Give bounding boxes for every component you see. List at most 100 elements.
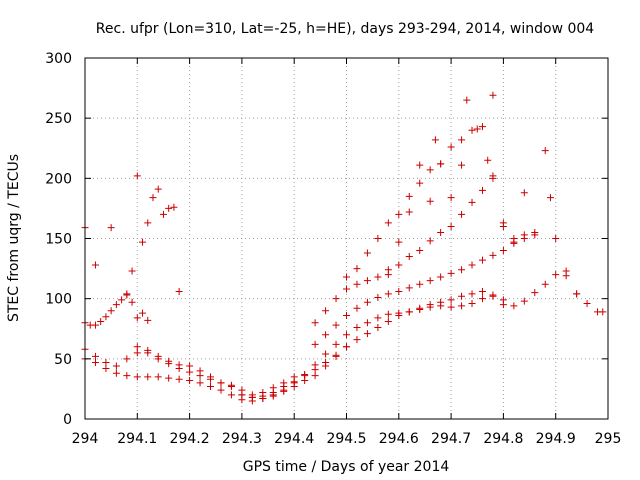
data-point — [112, 301, 120, 309]
data-point — [91, 261, 99, 269]
data-point — [374, 235, 382, 242]
data-point — [458, 302, 466, 310]
data-point — [510, 302, 518, 310]
data-point — [133, 343, 141, 351]
data-point — [363, 298, 371, 306]
data-point — [175, 375, 183, 383]
x-tick-label: 294.5 — [326, 431, 366, 447]
data-point — [426, 277, 434, 285]
data-point — [91, 358, 99, 366]
data-point — [458, 266, 466, 274]
data-point — [531, 289, 539, 297]
x-tick-label: 294.8 — [483, 431, 523, 447]
x-tick-label: 294.3 — [222, 431, 262, 447]
data-point — [311, 319, 319, 327]
data-point — [97, 318, 105, 326]
data-point — [332, 321, 340, 329]
data-point — [322, 350, 330, 358]
data-point — [541, 147, 549, 155]
data-point — [165, 374, 173, 382]
data-point — [353, 280, 361, 288]
data-point — [384, 318, 392, 326]
data-point — [227, 383, 235, 391]
data-point — [353, 336, 361, 344]
axis-ticks — [84, 57, 609, 420]
data-point — [458, 210, 466, 218]
data-point — [546, 194, 554, 202]
data-point — [280, 386, 288, 394]
data-point — [128, 267, 136, 275]
data-point — [123, 372, 131, 380]
data-point — [311, 340, 319, 348]
data-point — [102, 364, 110, 372]
x-tick-label: 294.2 — [170, 431, 210, 447]
data-point — [207, 383, 215, 391]
data-point — [395, 261, 403, 269]
data-point — [395, 287, 403, 295]
data-point — [363, 249, 371, 257]
x-tick-label: 294.9 — [536, 431, 576, 447]
data-point — [426, 197, 434, 205]
data-point — [499, 247, 507, 255]
data-point — [248, 393, 256, 401]
data-point — [363, 319, 371, 327]
data-point — [416, 247, 424, 255]
data-point — [217, 379, 225, 387]
data-point — [363, 330, 371, 338]
series-group — [81, 172, 183, 298]
data-point — [133, 314, 141, 322]
data-point — [144, 219, 152, 227]
data-point — [133, 349, 141, 357]
data-point — [520, 297, 528, 305]
data-point — [468, 261, 476, 269]
x-axis-label: GPS time / Days of year 2014 — [243, 459, 450, 475]
data-point — [301, 370, 309, 378]
y-tick-label: 50 — [54, 352, 72, 368]
data-point — [426, 237, 434, 245]
x-tick-label: 294 — [72, 431, 99, 447]
data-point — [520, 189, 528, 197]
series-group — [311, 231, 539, 348]
data-point — [384, 219, 392, 227]
data-point — [107, 224, 115, 232]
data-point — [159, 210, 167, 218]
data-point — [478, 256, 486, 264]
data-point — [165, 204, 173, 212]
data-point — [238, 391, 246, 399]
data-point — [139, 309, 147, 317]
data-point — [154, 355, 162, 363]
data-point — [343, 273, 350, 281]
x-tick-label: 294.6 — [379, 431, 419, 447]
data-point — [290, 379, 298, 387]
data-point — [154, 373, 162, 381]
data-point — [363, 277, 371, 285]
data-point — [510, 238, 518, 246]
data-point — [405, 284, 413, 292]
data-point — [416, 179, 424, 187]
data-point — [499, 219, 507, 227]
data-point — [478, 295, 486, 303]
data-point — [531, 228, 539, 236]
data-point — [196, 372, 204, 380]
x-tick-label: 294.1 — [117, 431, 157, 447]
data-point — [207, 375, 215, 383]
data-point — [447, 143, 455, 151]
data-point — [343, 343, 350, 351]
data-point — [112, 362, 120, 370]
data-point — [484, 156, 492, 164]
data-point — [343, 285, 350, 293]
grid-lines — [85, 58, 608, 419]
y-tick-labels: 0 50 100 150 200 250 300 — [45, 51, 72, 428]
data-point — [149, 194, 157, 202]
data-point — [227, 391, 235, 399]
data-point — [405, 253, 413, 261]
data-point — [384, 271, 392, 279]
data-point — [458, 136, 466, 144]
data-point — [196, 379, 204, 387]
x-tick-label: 295 — [595, 431, 622, 447]
data-point — [458, 292, 466, 300]
data-point — [437, 273, 445, 281]
data-point — [552, 235, 560, 242]
data-point — [447, 194, 455, 202]
data-point — [343, 312, 350, 320]
